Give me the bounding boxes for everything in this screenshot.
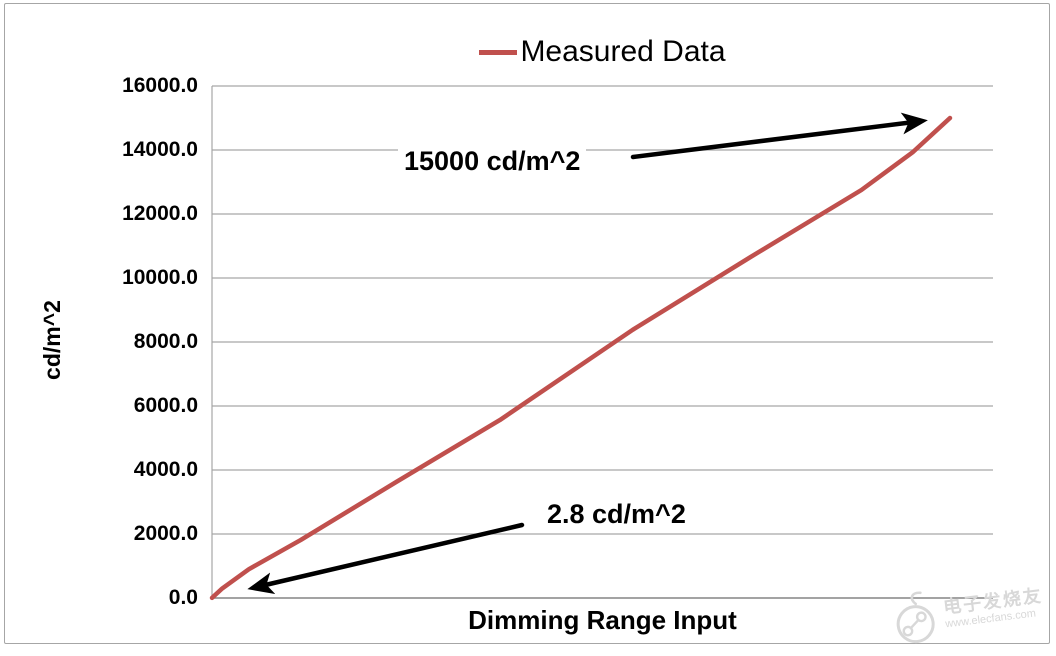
y-tick-label: 16000.0 <box>122 74 198 97</box>
y-tick-label: 2000.0 <box>133 522 198 545</box>
annotation-min-luminance: 2.8 cd/m^2 <box>541 498 692 530</box>
y-tick-label: 12000.0 <box>122 202 198 225</box>
y-tick-label: 8000.0 <box>133 330 198 353</box>
y-tick-label: 4000.0 <box>133 458 198 481</box>
y-tick-label: 6000.0 <box>133 394 198 417</box>
legend-line-swatch <box>479 49 518 55</box>
annotation-max-luminance: 15000 cd/m^2 <box>398 145 587 177</box>
legend: Measured Data <box>212 30 993 74</box>
measured-data-line <box>209 115 953 601</box>
y-tick-label: 10000.0 <box>122 266 198 289</box>
chart-frame <box>4 3 1050 644</box>
y-axis-title: cd/m^2 <box>39 300 65 380</box>
elecfans-logo-icon <box>896 591 935 644</box>
y-tick-label: 14000.0 <box>122 138 198 161</box>
x-axis-title: Dimming Range Input <box>468 605 737 635</box>
legend-label: Measured Data <box>520 35 726 68</box>
watermark-text: 电子发烧友 www.elecfans.com <box>942 586 1045 631</box>
y-tick-label: 0.0 <box>168 586 198 609</box>
watermark: 电子发烧友 www.elecfans.com <box>888 566 1056 655</box>
annotation-arrow-min <box>247 522 525 594</box>
annotation-arrow-max <box>630 112 928 160</box>
